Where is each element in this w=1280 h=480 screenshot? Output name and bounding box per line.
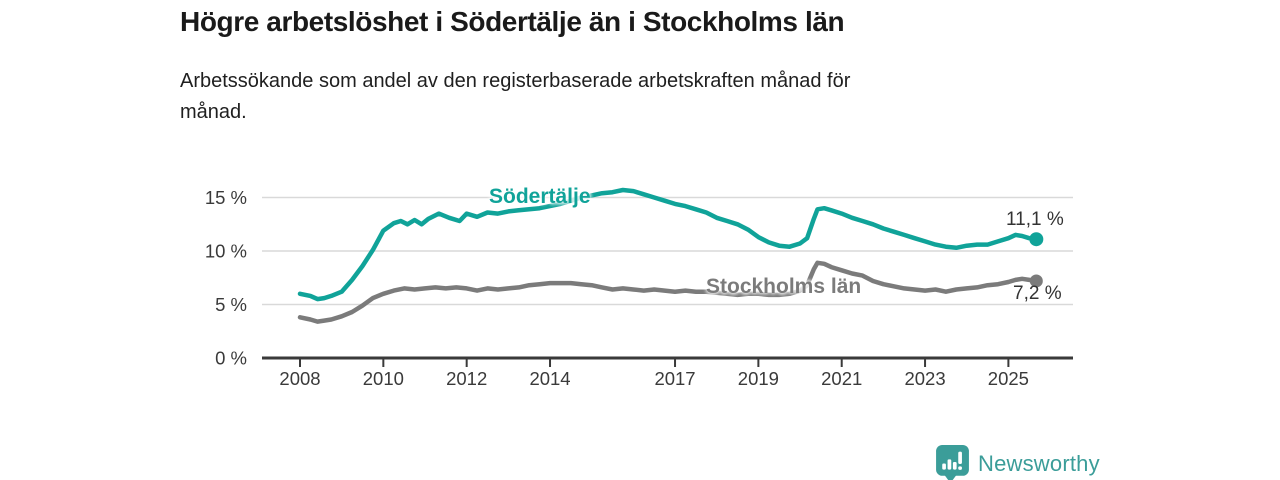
- series-line-sodertalje: [297, 187, 1039, 302]
- series-line-stockholms-lan: [297, 260, 1039, 324]
- x-axis-tick-label: 2023: [904, 368, 945, 389]
- y-axis-tick-label: 5 %: [215, 294, 247, 315]
- x-axis-tick-label: 2021: [821, 368, 862, 389]
- x-axis-tick-label: 2010: [363, 368, 404, 389]
- x-axis-tick-label: 2014: [529, 368, 570, 389]
- end-value-stockholms-lan: 7,2 %: [1013, 283, 1062, 304]
- chart-title: Högre arbetslöshet i Södertälje än i Sto…: [180, 6, 845, 37]
- x-axis-tick-label: 2019: [738, 368, 779, 389]
- y-axis-tick-label: 0 %: [215, 348, 247, 369]
- x-axis-tick-label: 2008: [279, 368, 320, 389]
- brand-name: Newsworthy: [978, 451, 1100, 476]
- chart-subtitle: Arbetssökande som andel av den registerb…: [180, 70, 851, 123]
- x-axis-tick-label: 2025: [988, 368, 1029, 389]
- x-axis-tick-label: 2012: [446, 368, 487, 389]
- y-axis-tick-label: 10 %: [205, 241, 247, 262]
- series-end-dot-sodertalje: [1029, 232, 1044, 247]
- series-label-stockholms-lan: Stockholms län: [706, 275, 862, 298]
- series-label-sodertalje: Södertälje: [489, 185, 591, 208]
- end-value-sodertalje: 11,1 %: [1006, 209, 1064, 230]
- y-axis-tick-label: 15 %: [205, 187, 247, 208]
- newsworthy-logo-icon: [936, 445, 969, 480]
- x-axis-tick-label: 2017: [654, 368, 695, 389]
- brand-footer: Newsworthy: [936, 445, 1100, 480]
